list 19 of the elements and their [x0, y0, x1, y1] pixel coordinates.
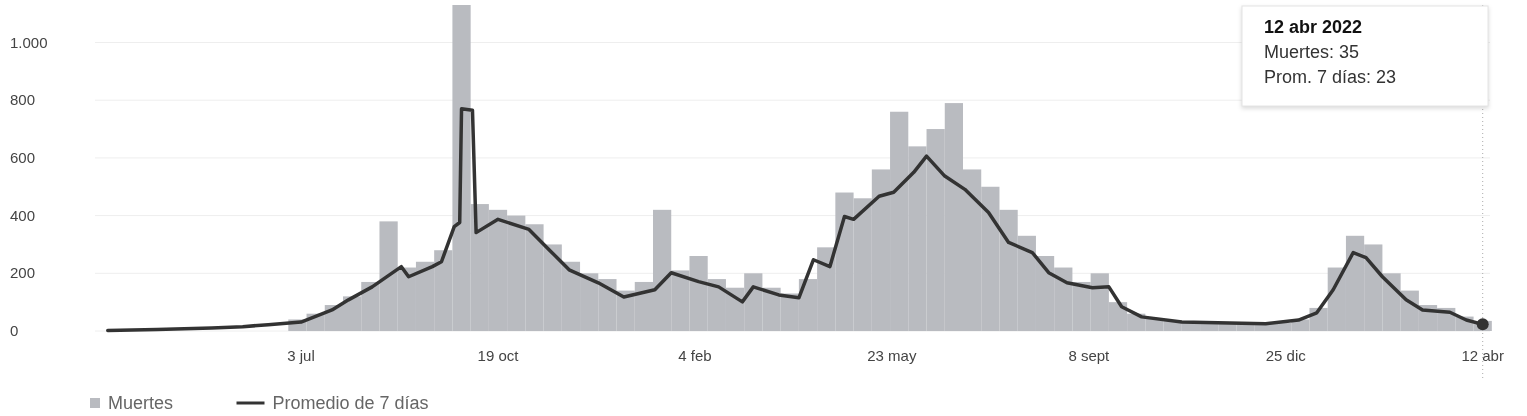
x-tick-label: 3 jul — [287, 347, 315, 364]
annotation: Prom. 7 días: 23 — [1264, 67, 1397, 87]
y-tick-label: 600 — [10, 148, 36, 166]
annotation: 12 abr 2022 — [1264, 17, 1363, 37]
legend-label: Muertes — [108, 393, 174, 413]
x-tick-label: 4 feb — [678, 347, 712, 364]
annotation: Muertes: 35 — [1264, 42, 1360, 62]
x-tick-label: 19 oct — [477, 347, 520, 364]
y-tick-label: 800 — [10, 91, 36, 109]
x-tick-label: 8 sept — [1068, 347, 1111, 364]
tooltip-box: 12 abr 2022 Muertes: 35 Prom. 7 días: 23 — [1241, 5, 1489, 107]
y-tick-label: 0 — [10, 322, 19, 339]
x-tick-label: 25 dic — [1265, 347, 1307, 364]
legend-label: Promedio de 7 días — [272, 393, 429, 413]
y-tick-label: 400 — [10, 206, 36, 224]
y-tick-label: 1.000 — [10, 33, 48, 51]
x-tick-label: 12 abr — [1461, 347, 1504, 364]
y-tick-label: 200 — [10, 264, 36, 282]
x-tick-label: 23 may — [867, 347, 917, 364]
